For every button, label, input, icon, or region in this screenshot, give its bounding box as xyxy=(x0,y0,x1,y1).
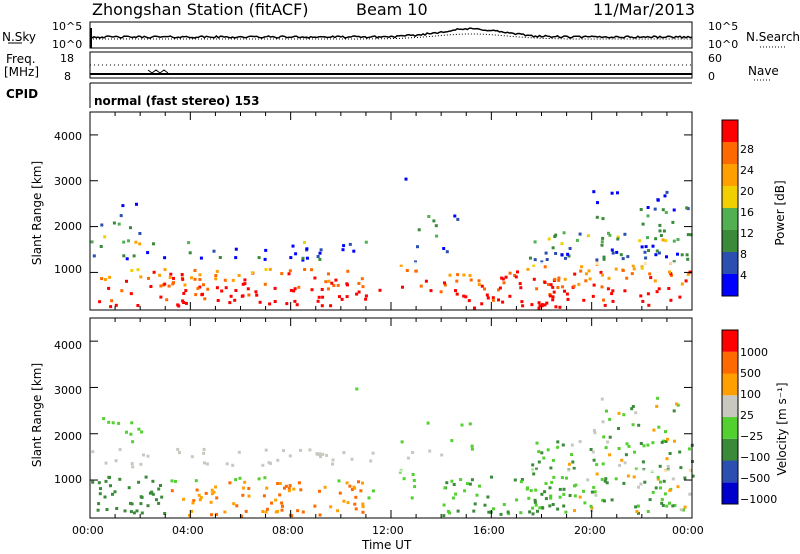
velocity-scatter xyxy=(91,387,695,518)
xtick-0800: 08:00 xyxy=(272,524,304,537)
velocity-colorbar-swatch xyxy=(722,373,738,396)
vel-cbar-tick-m100: −100 xyxy=(740,451,771,464)
power-cbar-tick-8: 8 xyxy=(740,248,747,261)
power-cbar-tick-16: 16 xyxy=(740,206,754,219)
power-ytick-1000: 1000 xyxy=(54,263,82,276)
nsearch-tick-bottom: 10^0 xyxy=(708,38,739,51)
nsky-trace xyxy=(89,27,693,39)
freq-unit-label: [MHz] xyxy=(4,65,40,79)
station-title: Zhongshan Station (fitACF) xyxy=(92,0,309,19)
vel-cbar-tick-25: 25 xyxy=(740,409,754,422)
vel-cbar-tick-m1000: −1000 xyxy=(740,493,778,506)
cpid-label: CPID xyxy=(6,87,39,101)
velocity-gap-band xyxy=(91,469,691,473)
velocity-colorbar-swatch xyxy=(722,417,738,439)
power-colorbar-swatch xyxy=(722,230,738,252)
xtick-1200: 12:00 xyxy=(372,524,404,537)
power-cbar-tick-4: 4 xyxy=(740,269,747,282)
velocity-colorbar-swatch xyxy=(722,438,738,461)
power-colorbar-swatch xyxy=(722,142,738,164)
xtick-0000: 00:00 xyxy=(72,524,104,537)
nave-label: Nave xyxy=(748,64,779,78)
power-frame xyxy=(89,111,693,311)
velocity-ytick-2000: 2000 xyxy=(54,430,82,443)
vel-cbar-tick-m25: −25 xyxy=(740,430,764,443)
vel-cbar-tick-500: 500 xyxy=(740,367,761,380)
velocity-colorbar-frame xyxy=(721,329,739,505)
nave-tick-bottom: 0 xyxy=(708,70,715,83)
cpid-text: normal (fast stereo) 153 xyxy=(94,94,260,108)
power-colorbar-swatch xyxy=(722,164,738,186)
velocity-colorbar-swatch xyxy=(722,330,738,352)
xtick-2000: 20:00 xyxy=(574,524,606,537)
freq-tick-bottom: 8 xyxy=(64,70,71,83)
power-colorbar-swatch xyxy=(722,120,738,142)
xtick-1600: 16:00 xyxy=(473,524,505,537)
velocity-ytick-3000: 3000 xyxy=(54,384,82,397)
velocity-colorbar-swatch xyxy=(722,482,738,505)
power-ytick-4000: 4000 xyxy=(54,130,82,143)
power-gap-band xyxy=(91,261,691,265)
velocity-colorbar-swatch xyxy=(722,460,738,483)
vel-cbar-tick-m500: −500 xyxy=(740,472,771,485)
power-cbar-tick-12: 12 xyxy=(740,227,754,240)
power-cbar-tick-28: 28 xyxy=(740,143,754,156)
xlabel-time: Time UT xyxy=(362,538,412,552)
velocity-colorbar-swatch xyxy=(722,351,738,374)
velocity-ytick-1000: 1000 xyxy=(54,473,82,486)
vel-cbar-tick-1000: 1000 xyxy=(740,346,768,359)
freq-label: Freq. xyxy=(6,52,36,66)
velocity-colorbar-swatch xyxy=(722,395,738,418)
nsearch-tick-top: 10^5 xyxy=(708,20,739,33)
velocity-ytick-4000: 4000 xyxy=(54,339,82,352)
power-cbar-tick-24: 24 xyxy=(740,164,754,177)
vel-cbar-tick-100: 100 xyxy=(740,388,761,401)
date-label: 11/Mar/2013 xyxy=(593,0,696,19)
beam-label: Beam 10 xyxy=(356,0,428,19)
freq-tick-top: 18 xyxy=(60,52,74,65)
power-ytick-3000: 3000 xyxy=(54,175,82,188)
nsky-tick-bottom: 10^0 xyxy=(52,38,83,51)
power-cbar-tick-20: 20 xyxy=(740,185,754,198)
power-colorbar-swatch xyxy=(722,274,738,296)
xtick-0400: 04:00 xyxy=(172,524,204,537)
nsearch-label: N.Search xyxy=(746,30,800,44)
power-ytick-2000: 2000 xyxy=(54,220,82,233)
freq-wiggle xyxy=(147,69,169,74)
power-colorbar-frame xyxy=(721,119,739,297)
xtick-2400: 00:00 xyxy=(672,524,704,537)
power-colorbar-swatch xyxy=(722,252,738,274)
nsky-tick-top: 10^5 xyxy=(52,20,83,33)
power-scatter xyxy=(90,177,693,310)
nave-tick-top: 60 xyxy=(708,52,722,65)
nsky-panel-frame xyxy=(89,21,693,49)
power-colorbar-swatch xyxy=(722,208,738,230)
nsky-label: N.Sky xyxy=(2,30,37,44)
velocity-frame xyxy=(89,317,693,519)
power-colorbar-swatch xyxy=(722,186,738,208)
